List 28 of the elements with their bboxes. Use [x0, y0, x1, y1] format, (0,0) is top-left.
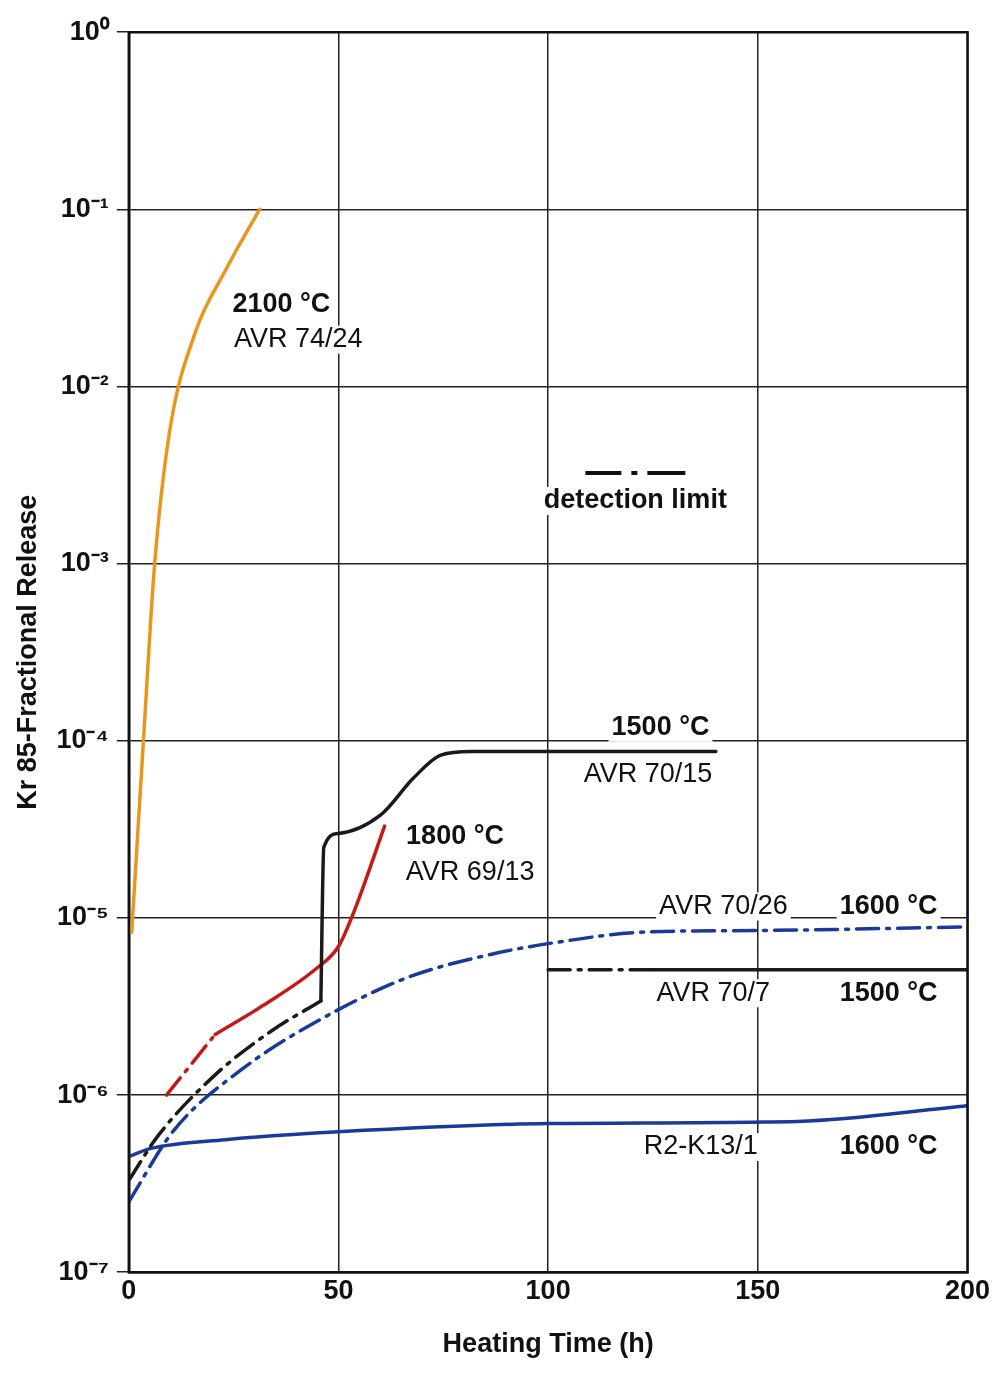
annotation: R2-K13/1 [643, 1130, 758, 1161]
x-tick-label: 200 [944, 1274, 991, 1305]
annotation: AVR 70/15 [583, 758, 713, 789]
annotation: 1600 °C [839, 1130, 938, 1161]
x-tick-label: 0 [121, 1274, 137, 1305]
annotation: AVR 69/13 [405, 856, 535, 887]
annotation: AVR 74/24 [233, 323, 363, 354]
y-tick-label: 10⁻² [60, 369, 109, 400]
y-tick-label: 10⁻³ [60, 547, 109, 578]
y-tick-label: 10⁻⁷ [58, 1255, 109, 1286]
annotation: 1500 °C [839, 976, 938, 1007]
annotation: AVR 70/7 [656, 976, 771, 1007]
annotation: AVR 70/26 [659, 889, 788, 920]
x-axis-title: Heating Time (h) [442, 1328, 654, 1359]
y-axis-title: Kr 85-Fractional Release [11, 494, 42, 810]
annotation: detection limit [543, 484, 727, 515]
y-tick-label: 10⁻¹ [60, 192, 109, 223]
annotation: 2100 °C [232, 288, 331, 319]
y-tick-label: 10⁰ [69, 15, 110, 46]
annotation: 1600 °C [839, 889, 938, 920]
x-tick-label: 50 [323, 1274, 354, 1305]
x-tick-label: 150 [735, 1274, 781, 1305]
annotation: 1500 °C [611, 711, 710, 742]
y-tick-label: 10⁻⁶ [57, 1078, 109, 1109]
x-tick-label: 100 [525, 1274, 571, 1305]
y-tick-label: 10⁻⁵ [57, 901, 109, 932]
y-tick-label: 10⁻⁴ [56, 724, 109, 755]
annotation: 1800 °C [406, 820, 504, 851]
